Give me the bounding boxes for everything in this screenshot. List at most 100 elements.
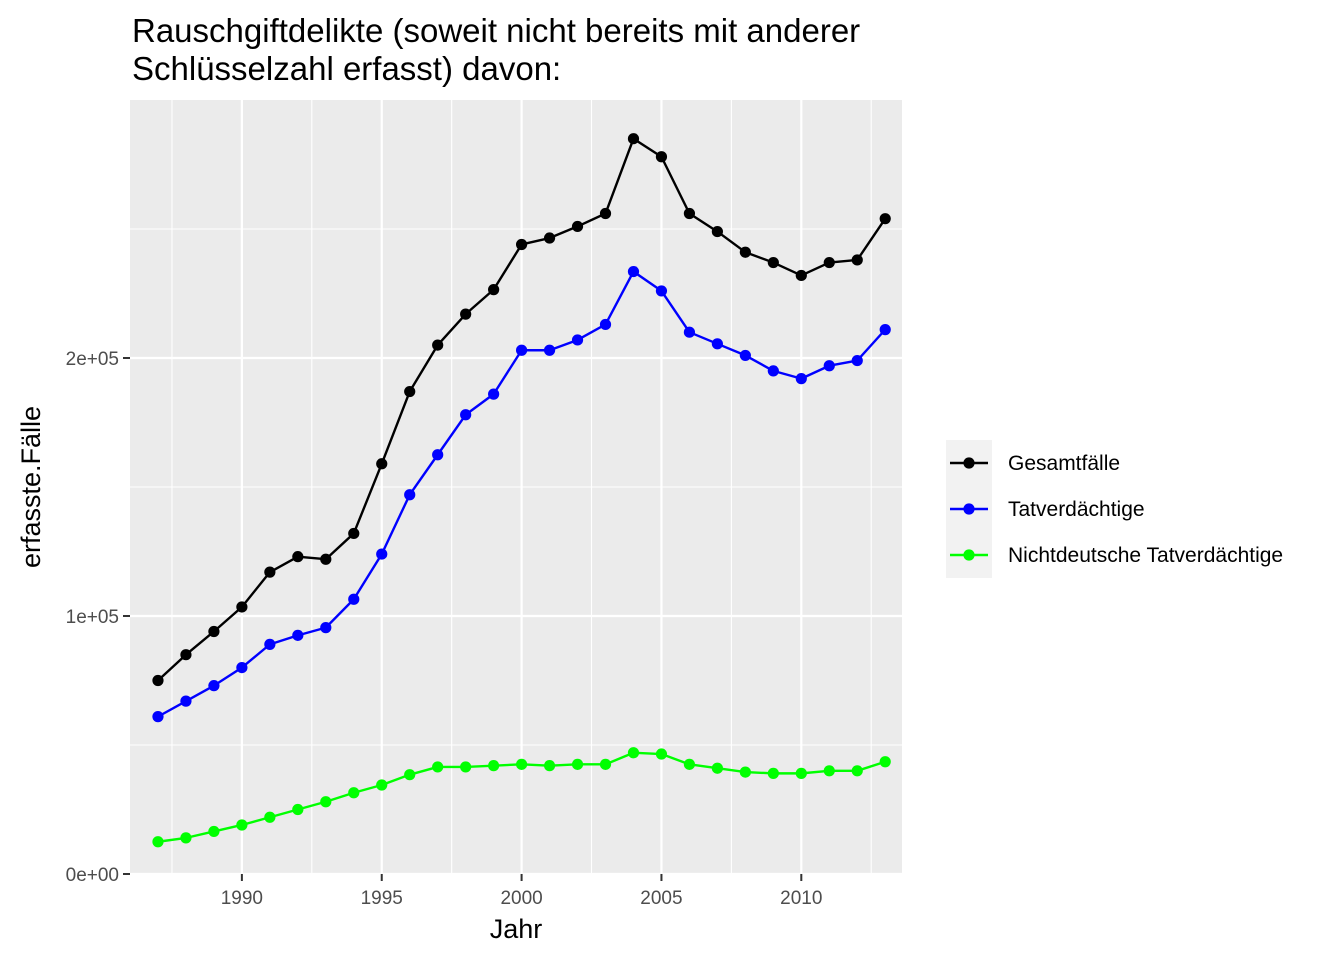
data-point	[543, 344, 556, 356]
series-2	[152, 747, 891, 848]
x-tick-label: 1990	[221, 888, 263, 909]
chart-title: Rauschgiftdelikte (soweit nicht bereits …	[132, 12, 860, 87]
data-point	[348, 593, 360, 605]
data-point	[627, 133, 640, 145]
data-point	[627, 265, 640, 278]
data-point	[404, 489, 416, 501]
data-point	[404, 385, 416, 398]
data-point	[460, 409, 472, 421]
data-point	[599, 758, 612, 770]
x-tick-label: 2010	[780, 888, 822, 909]
data-point	[879, 213, 891, 225]
data-point	[683, 326, 696, 338]
data-point	[152, 711, 164, 723]
data-point	[236, 819, 248, 831]
data-point	[823, 360, 835, 372]
data-point	[711, 762, 723, 774]
x-tick-label: 2000	[500, 888, 542, 909]
data-point	[795, 269, 807, 282]
data-point	[739, 766, 751, 778]
legend-label: Gesamtfälle	[1008, 452, 1120, 475]
data-point	[180, 695, 192, 707]
data-point	[823, 256, 835, 269]
data-point	[543, 760, 556, 772]
data-point	[292, 629, 304, 641]
data-point	[823, 765, 835, 777]
data-point	[208, 680, 220, 692]
data-point	[851, 354, 863, 367]
data-point	[376, 548, 388, 560]
data-point	[348, 787, 360, 799]
legend-key-point	[963, 457, 975, 469]
chart-title-line-2: Schlüsselzahl erfasst) davon:	[132, 50, 561, 87]
data-point	[683, 207, 696, 220]
data-point	[599, 207, 612, 220]
data-point	[236, 662, 248, 674]
grid-minor	[130, 100, 902, 874]
data-point	[655, 285, 668, 297]
data-point	[432, 449, 444, 461]
data-point	[348, 527, 360, 540]
data-point	[488, 760, 500, 772]
data-point	[851, 254, 863, 266]
data-point	[404, 769, 416, 781]
data-point	[180, 649, 192, 661]
legend-key-point	[963, 549, 975, 561]
data-point	[460, 308, 472, 320]
data-point	[851, 765, 863, 777]
data-point	[152, 836, 164, 848]
data-point	[292, 803, 304, 816]
data-point	[152, 674, 164, 687]
data-point	[515, 238, 528, 251]
data-point	[180, 832, 192, 844]
data-point	[767, 365, 779, 377]
data-point	[767, 256, 779, 269]
data-point	[320, 553, 332, 565]
data-point	[292, 551, 304, 563]
data-point	[571, 334, 584, 346]
data-point	[236, 601, 248, 613]
series-1	[152, 265, 891, 723]
data-point	[460, 761, 472, 773]
data-point	[488, 284, 500, 296]
legend-label: Tatverdächtige	[1008, 498, 1145, 521]
grid-major	[130, 100, 902, 876]
data-point	[739, 349, 751, 362]
series-0	[152, 133, 891, 687]
data-point	[515, 344, 528, 356]
data-point	[432, 339, 444, 351]
data-point	[571, 220, 584, 233]
data-point	[767, 767, 779, 779]
x-tick-label: 1995	[361, 888, 403, 909]
data-point	[627, 747, 640, 759]
data-point	[795, 373, 807, 385]
data-point	[208, 825, 220, 838]
data-point	[264, 811, 276, 823]
data-point	[543, 232, 556, 244]
y-tick-label: 2e+05	[66, 349, 119, 370]
legend-label: Nichtdeutsche Tatverdächtige	[1008, 544, 1283, 567]
data-point	[711, 338, 723, 350]
y-axis-title: erfasste.Fälle	[16, 406, 46, 568]
data-point	[711, 225, 723, 238]
data-point	[376, 779, 388, 791]
data-point	[683, 758, 696, 770]
data-point	[515, 758, 528, 770]
data-point	[655, 151, 668, 163]
data-point	[795, 767, 807, 779]
y-tick-label: 1e+05	[66, 607, 119, 628]
data-point	[599, 318, 612, 331]
data-point	[320, 796, 332, 808]
y-axis: 0e+00 1e+05 2e+05	[66, 349, 130, 886]
data-point	[739, 246, 751, 258]
legend: Gesamtfälle Tatverdächtige Nichtdeutsche T…	[946, 440, 1283, 578]
data-point	[879, 756, 891, 768]
data-point	[208, 625, 220, 638]
legend-key-point	[963, 503, 975, 515]
data-point	[264, 566, 276, 578]
data-point	[432, 761, 444, 773]
x-tick-label: 2005	[640, 888, 682, 909]
data-point	[376, 458, 388, 470]
